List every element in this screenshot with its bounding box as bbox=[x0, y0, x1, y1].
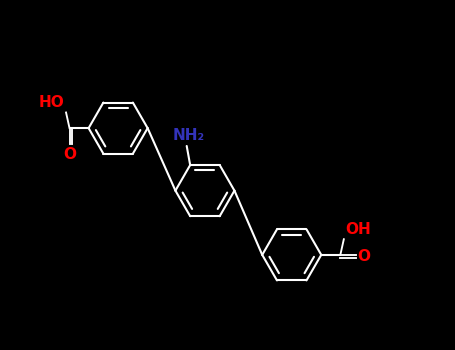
Text: O: O bbox=[63, 147, 76, 162]
Text: OH: OH bbox=[345, 222, 371, 237]
Text: NH₂: NH₂ bbox=[172, 128, 204, 143]
Text: O: O bbox=[358, 249, 371, 264]
Text: HO: HO bbox=[39, 96, 64, 110]
